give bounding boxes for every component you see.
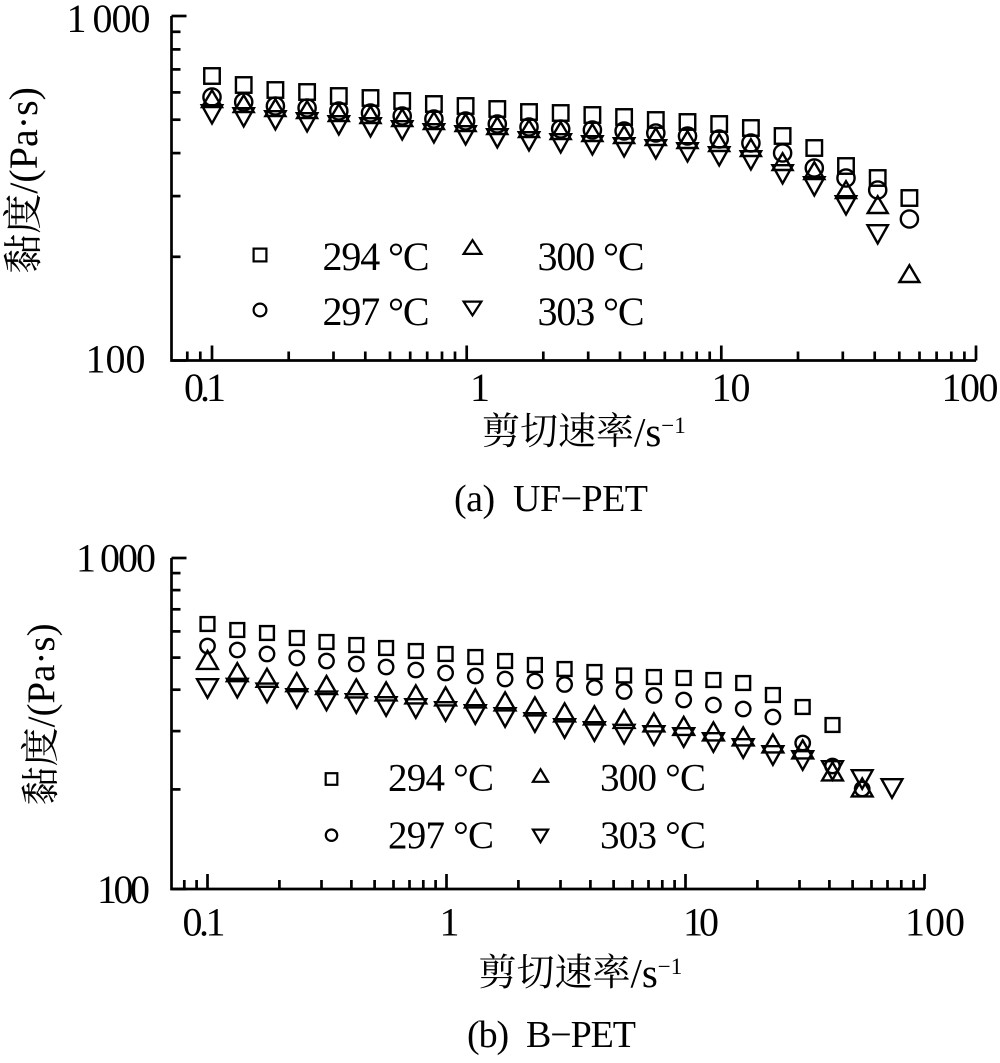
svg-text:303 °C: 303 °C [538,289,645,334]
svg-text:300 °C: 300 °C [600,757,706,800]
svg-text:294 °C: 294 °C [323,234,430,279]
svg-text:10: 10 [712,365,751,410]
svg-text:1: 1 [440,900,460,945]
svg-text:/(Pa·s): /(Pa·s) [20,623,63,727]
svg-text:1: 1 [470,365,490,410]
svg-text:(a) UF−PET: (a) UF−PET [454,478,648,520]
svg-text:100: 100 [97,867,150,912]
svg-text:297 °C: 297 °C [323,289,430,334]
svg-text:0.1: 0.1 [183,900,226,945]
svg-text:0.1: 0.1 [184,365,226,410]
svg-text:100: 100 [905,900,965,945]
svg-text:(b) B−PET: (b) B−PET [467,1014,636,1056]
svg-text:300 °C: 300 °C [538,234,645,279]
svg-text:100: 100 [942,365,999,410]
svg-text:303 °C: 303 °C [600,814,706,857]
svg-text:1 000: 1 000 [76,536,156,581]
svg-text:297 °C: 297 °C [388,814,494,857]
svg-text:10: 10 [683,900,719,945]
svg-text:/s: /s [631,950,658,996]
svg-text:/s: /s [634,409,661,455]
svg-text:−1: −1 [661,413,685,438]
svg-text:294 °C: 294 °C [388,757,494,800]
svg-text:/(Pa·s): /(Pa·s) [1,87,46,194]
svg-text:−1: −1 [658,954,682,979]
svg-text:100: 100 [86,337,146,382]
svg-text:1 000: 1 000 [67,0,151,41]
